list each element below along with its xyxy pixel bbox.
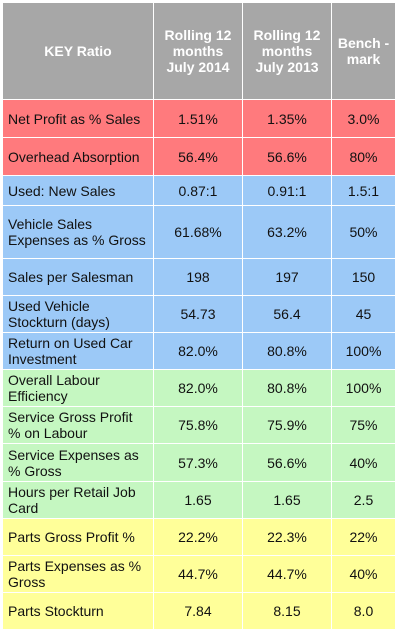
ratio-label: Used: New Sales bbox=[2, 175, 154, 206]
value-2014: 57.3% bbox=[153, 443, 243, 482]
ratio-label: Overhead Absorption bbox=[2, 137, 154, 177]
ratio-label: Sales per Salesman bbox=[2, 257, 154, 297]
value-benchmark: 2.5 bbox=[331, 480, 396, 519]
value-2013: 0.91:1 bbox=[242, 175, 332, 206]
header-rolling-2014: Rolling 12 months July 2014 bbox=[153, 2, 243, 100]
value-2014: 0.87:1 bbox=[153, 175, 243, 206]
value-benchmark: 45 bbox=[331, 295, 396, 334]
ratio-label: Used Vehicle Stockturn (days) bbox=[2, 295, 154, 334]
ratio-label: Parts Gross Profit % bbox=[2, 517, 154, 556]
value-2013: 56.6% bbox=[242, 443, 332, 482]
value-benchmark: 80% bbox=[331, 137, 396, 177]
value-2014: 1.65 bbox=[153, 480, 243, 519]
ratio-label: Service Expenses as % Gross bbox=[2, 443, 154, 482]
table-row: Hours per Retail Job Card 1.65 1.65 2.5 bbox=[2, 480, 396, 519]
table-row: Service Gross Profit % on Labour 75.8% 75.… bbox=[2, 406, 396, 445]
value-2013: 80.8% bbox=[242, 369, 332, 408]
ratio-label: Hours per Retail Job Card bbox=[2, 480, 154, 519]
table-row: Net Profit as % Sales 1.51% 1.35% 3.0% bbox=[2, 98, 396, 139]
ratio-label: Parts Stockturn bbox=[2, 591, 154, 631]
table-body: Net Profit as % Sales 1.51% 1.35% 3.0% Overh… bbox=[2, 98, 396, 631]
table-row: Parts Expenses as % Gross 44.7% 44.7% 40% bbox=[2, 554, 396, 593]
value-2013: 56.6% bbox=[242, 137, 332, 177]
ratio-label: Service Gross Profit % on Labour bbox=[2, 406, 154, 445]
table-row: Used: New Sales 0.87:1 0.91:1 1.5:1 bbox=[2, 175, 396, 206]
table-row: Overhead Absorption 56.4% 56.6% 80% bbox=[2, 137, 396, 177]
table-row: Parts Gross Profit % 22.2% 22.3% 22% bbox=[2, 517, 396, 556]
value-benchmark: 75% bbox=[331, 406, 396, 445]
value-2014: 22.2% bbox=[153, 517, 243, 556]
header-row: KEY Ratio Rolling 12 months July 2014 Ro… bbox=[2, 2, 396, 100]
value-2013: 44.7% bbox=[242, 554, 332, 593]
value-benchmark: 8.0 bbox=[331, 591, 396, 631]
value-2014: 61.68% bbox=[153, 204, 243, 259]
value-2013: 63.2% bbox=[242, 204, 332, 259]
value-2014: 44.7% bbox=[153, 554, 243, 593]
table-row: Overall Labour Efficiency 82.0% 80.8% 100% bbox=[2, 369, 396, 408]
value-2014: 56.4% bbox=[153, 137, 243, 177]
value-benchmark: 40% bbox=[331, 554, 396, 593]
value-2013: 56.4 bbox=[242, 295, 332, 334]
value-benchmark: 1.5:1 bbox=[331, 175, 396, 206]
table-row: Return on Used Car Investment 82.0% 80.8% 1… bbox=[2, 332, 396, 371]
value-benchmark: 3.0% bbox=[331, 98, 396, 139]
table-header: KEY Ratio Rolling 12 months July 2014 Ro… bbox=[2, 2, 396, 100]
ratio-label: Return on Used Car Investment bbox=[2, 332, 154, 371]
value-2014: 198 bbox=[153, 257, 243, 297]
value-2013: 22.3% bbox=[242, 517, 332, 556]
value-2013: 197 bbox=[242, 257, 332, 297]
header-benchmark: Bench -mark bbox=[331, 2, 396, 100]
table-row: Vehicle Sales Expenses as % Gross 61.68% 6… bbox=[2, 204, 396, 259]
header-rolling-2013: Rolling 12 months July 2013 bbox=[242, 2, 332, 100]
ratio-label: Vehicle Sales Expenses as % Gross bbox=[2, 204, 154, 259]
value-benchmark: 150 bbox=[331, 257, 396, 297]
ratio-label: Net Profit as % Sales bbox=[2, 98, 154, 139]
table-row: Sales per Salesman 198 197 150 bbox=[2, 257, 396, 297]
value-benchmark: 40% bbox=[331, 443, 396, 482]
value-2013: 1.65 bbox=[242, 480, 332, 519]
table-row: Service Expenses as % Gross 57.3% 56.6% 40% bbox=[2, 443, 396, 482]
value-benchmark: 22% bbox=[331, 517, 396, 556]
value-2014: 7.84 bbox=[153, 591, 243, 631]
ratio-label: Parts Expenses as % Gross bbox=[2, 554, 154, 593]
value-2014: 82.0% bbox=[153, 369, 243, 408]
table-row: Parts Stockturn 7.84 8.15 8.0 bbox=[2, 591, 396, 631]
value-2013: 75.9% bbox=[242, 406, 332, 445]
ratio-label: Overall Labour Efficiency bbox=[2, 369, 154, 408]
value-benchmark: 100% bbox=[331, 369, 396, 408]
table-row: Used Vehicle Stockturn (days) 54.73 56.4 45 bbox=[2, 295, 396, 334]
value-2014: 54.73 bbox=[153, 295, 243, 334]
header-key-ratio: KEY Ratio bbox=[2, 2, 154, 100]
value-benchmark: 50% bbox=[331, 204, 396, 259]
value-2014: 75.8% bbox=[153, 406, 243, 445]
value-2014: 1.51% bbox=[153, 98, 243, 139]
value-2013: 8.15 bbox=[242, 591, 332, 631]
value-2013: 1.35% bbox=[242, 98, 332, 139]
value-benchmark: 100% bbox=[331, 332, 396, 371]
key-ratio-table: KEY Ratio Rolling 12 months July 2014 Ro… bbox=[2, 2, 396, 631]
value-2014: 82.0% bbox=[153, 332, 243, 371]
value-2013: 80.8% bbox=[242, 332, 332, 371]
